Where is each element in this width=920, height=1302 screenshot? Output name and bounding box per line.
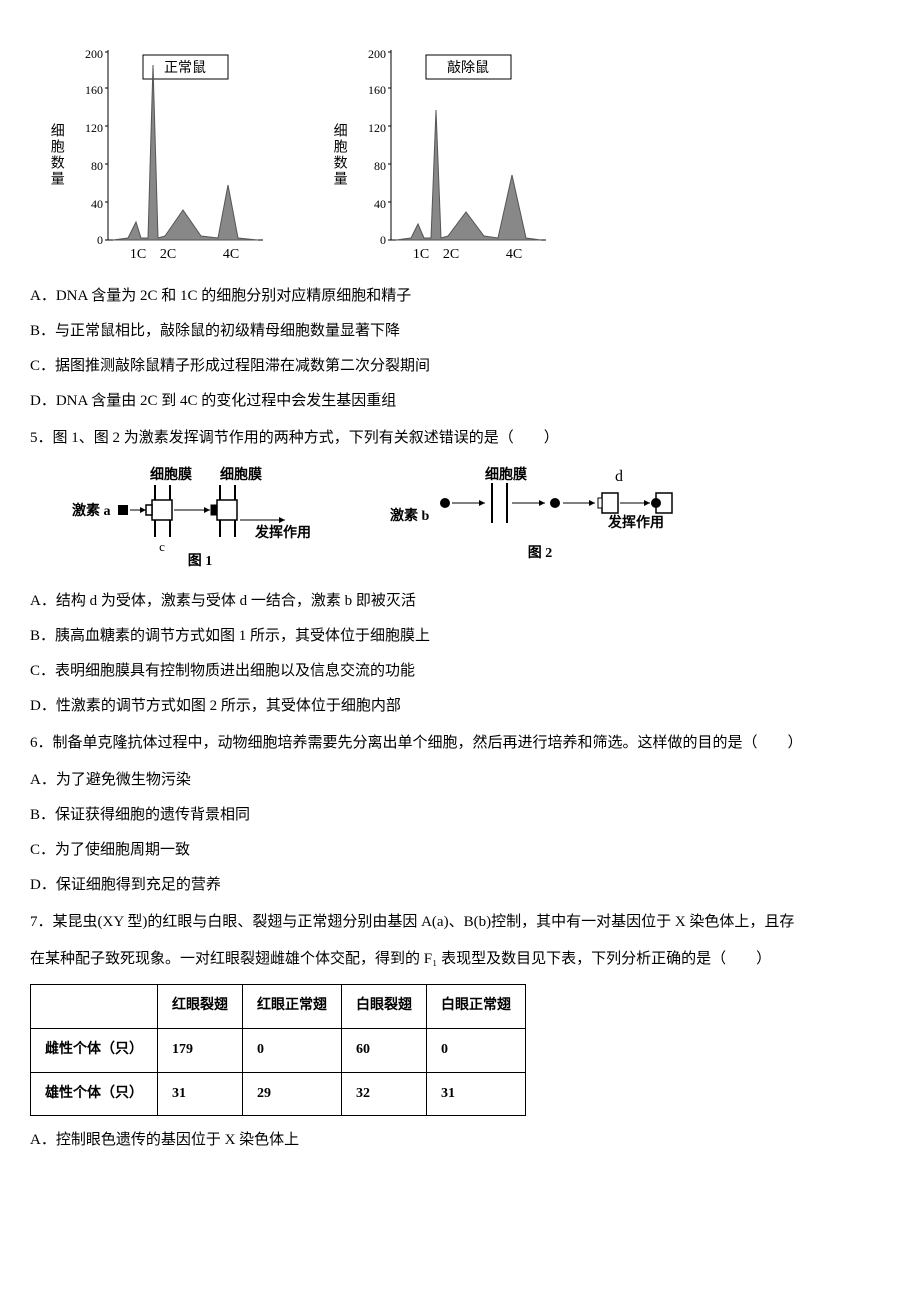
- svg-text:图 2: 图 2: [528, 545, 553, 561]
- svg-text:激素 b: 激素 b: [390, 507, 429, 524]
- svg-text:发挥作用: 发挥作用: [254, 524, 311, 541]
- q5-diagrams: 细胞膜 细胞膜 c 激素 a 发挥作用 图 1 细胞膜 d: [70, 465, 890, 575]
- svg-text:1C: 1C: [130, 247, 146, 262]
- chart1-svg: 正常鼠 0 40 80 120 160 200: [73, 40, 273, 270]
- q7-stem-line1: 7．某昆虫(XY 型)的红眼与白眼、裂翅与正常翅分别由基因 A(a)、B(b)控…: [30, 906, 890, 939]
- chart2-title: 敲除鼠: [447, 59, 489, 76]
- q5-option-c: C．表明细胞膜具有控制物质进出细胞以及信息交流的功能: [30, 655, 890, 688]
- q4-option-a: A．DNA 含量为 2C 和 1C 的细胞分别对应精原细胞和精子: [30, 280, 890, 313]
- fig2-svg: 细胞膜 d 激素 b 发挥作用 图 2: [390, 465, 690, 575]
- svg-text:0: 0: [380, 233, 386, 247]
- table-row: 雌性个体（只） 179 0 60 0: [31, 1028, 526, 1072]
- svg-text:4C: 4C: [223, 247, 239, 262]
- q6-option-c: C．为了使细胞周期一致: [30, 834, 890, 867]
- q6-stem: 6．制备单克隆抗体过程中，动物细胞培养需要先分离出单个细胞，然后再进行培养和筛选…: [30, 727, 890, 760]
- q5-option-a: A．结构 d 为受体，激素与受体 d 一结合，激素 b 即被灭活: [30, 585, 890, 618]
- th-3: 白眼裂翅: [342, 985, 427, 1029]
- q7-stem-line2: 在某种配子致死现象。一对红眼裂翅雌雄个体交配，得到的 F₁ 表现型及数目见下表，…: [30, 943, 890, 976]
- svg-text:细胞膜: 细胞膜: [150, 466, 192, 483]
- chart-knockout-mouse: 细胞数量 敲除鼠 0 40 80 120 160 200 1: [323, 40, 556, 270]
- chart-normal-mouse: 细胞数量 正常鼠 0 40 80 120 160 200: [40, 40, 273, 270]
- q6-option-b: B．保证获得细胞的遗传背景相同: [30, 799, 890, 832]
- svg-text:发挥作用: 发挥作用: [607, 514, 664, 531]
- svg-text:细胞膜: 细胞膜: [485, 466, 527, 483]
- svg-text:200: 200: [85, 47, 103, 61]
- svg-text:c: c: [159, 539, 165, 554]
- svg-text:图 1: 图 1: [188, 553, 213, 569]
- table-header-row: 红眼裂翅 红眼正常翅 白眼裂翅 白眼正常翅: [31, 985, 526, 1029]
- q6-option-a: A．为了避免微生物污染: [30, 764, 890, 797]
- chart2-ylabel: 细胞数量: [323, 123, 354, 187]
- svg-text:40: 40: [91, 197, 103, 211]
- svg-text:40: 40: [374, 197, 386, 211]
- svg-text:120: 120: [368, 121, 386, 135]
- svg-text:160: 160: [368, 83, 386, 97]
- q7-table: 红眼裂翅 红眼正常翅 白眼裂翅 白眼正常翅 雌性个体（只） 179 0 60 0…: [30, 984, 526, 1116]
- q5-option-d: D．性激素的调节方式如图 2 所示，其受体位于细胞内部: [30, 690, 890, 723]
- th-blank: [31, 985, 158, 1029]
- chart2-svg: 敲除鼠 0 40 80 120 160 200 1C 2C 4C: [356, 40, 556, 270]
- svg-text:2C: 2C: [442, 247, 458, 262]
- svg-text:细胞膜: 细胞膜: [220, 466, 262, 483]
- svg-text:80: 80: [91, 159, 103, 173]
- q6-option-d: D．保证细胞得到充足的营养: [30, 869, 890, 902]
- svg-text:120: 120: [85, 121, 103, 135]
- svg-text:4C: 4C: [505, 247, 521, 262]
- th-2: 红眼正常翅: [243, 985, 342, 1029]
- svg-text:激素 a: 激素 a: [72, 502, 111, 519]
- q4-option-b: B．与正常鼠相比，敲除鼠的初级精母细胞数量显著下降: [30, 315, 890, 348]
- q5-stem: 5．图 1、图 2 为激素发挥调节作用的两种方式，下列有关叙述错误的是（ ）: [30, 422, 890, 455]
- table-row: 雄性个体（只） 31 29 32 31: [31, 1072, 526, 1116]
- svg-text:d: d: [615, 468, 623, 485]
- th-1: 红眼裂翅: [158, 985, 243, 1029]
- q4-option-c: C．据图推测敲除鼠精子形成过程阻滞在减数第二次分裂期间: [30, 350, 890, 383]
- fig1-svg: 细胞膜 细胞膜 c 激素 a 发挥作用 图 1: [70, 465, 330, 575]
- q4-option-d: D．DNA 含量由 2C 到 4C 的变化过程中会发生基因重组: [30, 385, 890, 418]
- svg-text:1C: 1C: [412, 247, 428, 262]
- q7-option-a: A．控制眼色遗传的基因位于 X 染色体上: [30, 1124, 890, 1157]
- q5-option-b: B．胰高血糖素的调节方式如图 1 所示，其受体位于细胞膜上: [30, 620, 890, 653]
- charts-row: 细胞数量 正常鼠 0 40 80 120 160 200: [40, 40, 890, 270]
- svg-text:160: 160: [85, 83, 103, 97]
- svg-text:2C: 2C: [160, 247, 176, 262]
- th-4: 白眼正常翅: [427, 985, 526, 1029]
- chart1-ylabel: 细胞数量: [40, 123, 71, 187]
- svg-text:80: 80: [374, 159, 386, 173]
- chart1-title: 正常鼠: [164, 60, 206, 76]
- svg-text:200: 200: [368, 47, 386, 61]
- svg-text:0: 0: [97, 233, 103, 247]
